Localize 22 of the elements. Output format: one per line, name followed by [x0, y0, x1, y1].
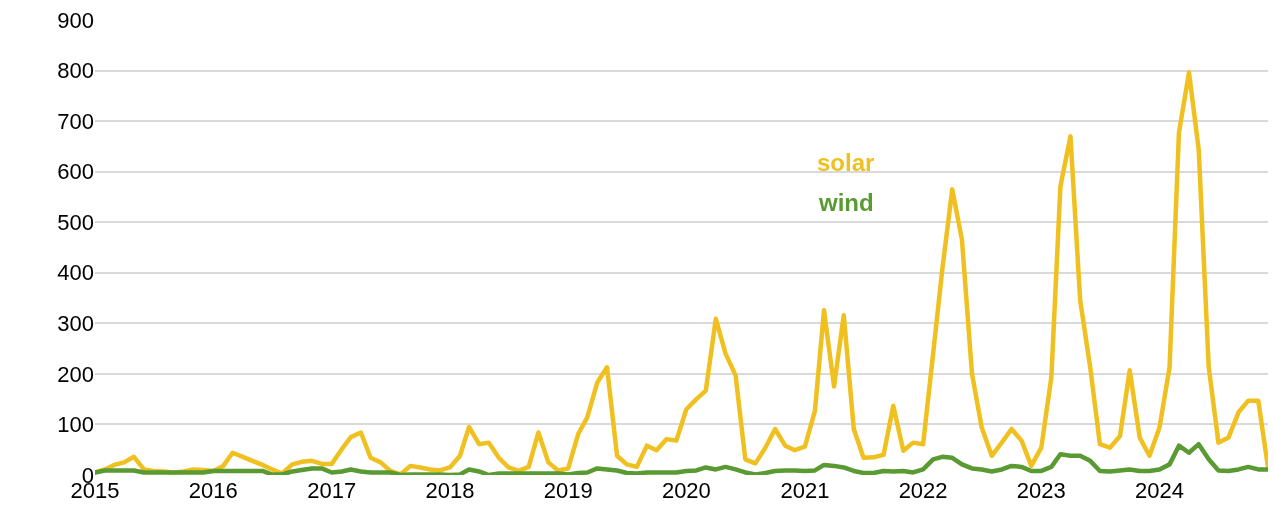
text: wind — [818, 189, 874, 216]
y-tick-label: 100 — [57, 412, 94, 438]
x-tick-label: 2017 — [307, 478, 357, 503]
x-tick-label: 2022 — [898, 478, 948, 503]
x-tick-label: 2024 — [1135, 478, 1184, 503]
y-tick-label: 600 — [57, 159, 94, 185]
y-tick-label: 300 — [57, 311, 94, 337]
y-tick-label: 500 — [57, 209, 94, 235]
x-tick-label: 2021 — [780, 478, 830, 503]
y-tick-label: 400 — [57, 260, 94, 286]
text: solar — [817, 149, 875, 176]
x-tick-label: 2023 — [1016, 478, 1066, 503]
x-tick-label: 2019 — [543, 478, 593, 503]
x-tick-label: 2016 — [188, 478, 238, 503]
x-tick-label: 2018 — [425, 478, 475, 503]
line-series — [95, 441, 1268, 475]
y-tick-label: 900 — [57, 7, 94, 33]
y-tick-label: 800 — [57, 58, 94, 84]
x-tick-label: 2020 — [661, 478, 711, 503]
line-series — [95, 70, 1268, 475]
y-tick-label: 700 — [57, 108, 94, 134]
y-tick-label: 200 — [57, 361, 94, 387]
